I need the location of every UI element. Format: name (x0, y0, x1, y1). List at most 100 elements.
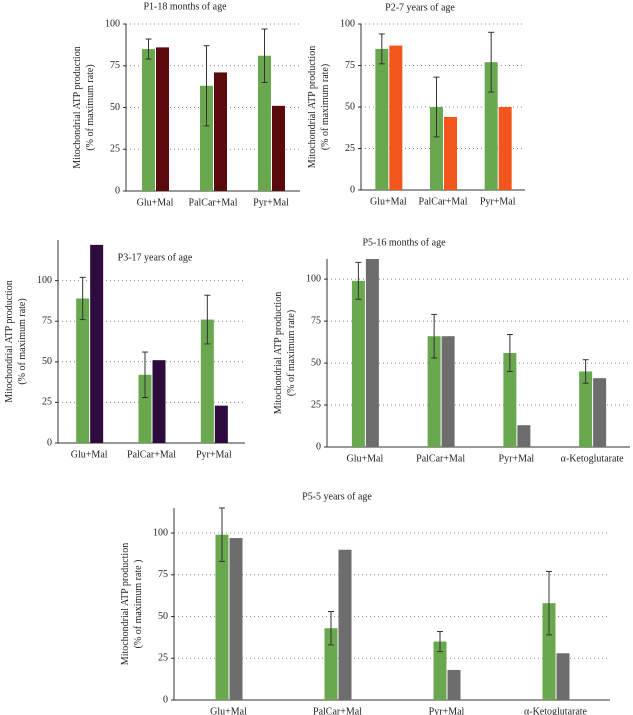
y-tick-label: 100 (153, 527, 168, 538)
y-axis-label-line: (% of maximum rate) (85, 64, 96, 150)
bar (214, 405, 228, 443)
y-axis-label: Mitochondrial ATP production (% of maximu… (307, 46, 331, 168)
bar (200, 319, 214, 443)
y-axis-label-line: Mitochondrial ATP production (120, 543, 131, 665)
x-tick-label: PalCar+Mal (419, 196, 468, 207)
error-bar (506, 334, 513, 372)
y-axis-label: Mitochondrial ATP production (% of maximu… (4, 280, 28, 402)
error-bar (431, 313, 438, 359)
y-tick-label: 100 (306, 273, 321, 284)
bar (430, 107, 443, 190)
y-tick-label: 50 (345, 101, 355, 112)
y-axis-label: Mitochondrial ATP production (% of maximu… (273, 292, 297, 414)
x-tick-label: Pyr+Mal (499, 453, 535, 464)
bar (272, 105, 285, 191)
bar (76, 298, 90, 443)
x-tick-label: Glu+Mal (347, 453, 384, 464)
bar (503, 353, 517, 447)
bar (579, 371, 593, 447)
x-tick-label: PalCar+Mal (313, 706, 362, 715)
x-tick-label: α-Ketoglutarate (561, 453, 625, 464)
bar (324, 628, 338, 700)
x-tick-label: Pyr+Mal (196, 449, 232, 460)
error-bar (261, 28, 268, 83)
bar (389, 45, 403, 190)
bar (517, 425, 531, 447)
error-bar (145, 38, 152, 60)
bar (229, 538, 243, 700)
bar (365, 259, 379, 447)
bar (375, 48, 389, 191)
y-axis-label-line: Mitochondrial ATP production (4, 280, 15, 402)
bar (90, 244, 104, 443)
bar (498, 107, 512, 190)
error-bar (433, 76, 440, 138)
x-tick-label: Glu+Mal (137, 197, 174, 208)
error-bar (355, 261, 362, 300)
y-axis-label-line: Mitochondrial ATP production (72, 46, 83, 168)
bar (138, 374, 152, 443)
bar (556, 653, 570, 700)
chart-title: P2-7 years of age (385, 2, 455, 13)
bar (447, 669, 461, 700)
error-bar (437, 631, 443, 653)
error-bar (203, 45, 210, 127)
y-tick-label: 75 (158, 569, 168, 580)
bar (441, 336, 455, 447)
y-tick-label: 0 (350, 184, 355, 195)
bar (215, 534, 229, 700)
y-tick-label: 0 (163, 694, 168, 705)
chart-title: P5-16 months of age (362, 237, 446, 248)
bar (214, 72, 227, 191)
x-tick-label: PalCar+Mal (189, 197, 238, 208)
y-axis-label-line: Mitochondrial ATP production (273, 292, 284, 414)
error-bar (546, 570, 552, 636)
chart-title: P3-17 years of age (118, 252, 193, 263)
y-tick-label: 25 (110, 144, 120, 155)
bar (200, 85, 213, 191)
y-tick-label: 100 (340, 18, 355, 29)
chart-title: P5-5 years of age (302, 491, 372, 502)
bar (484, 62, 498, 190)
y-tick-label: 100 (37, 275, 52, 286)
x-tick-label: PalCar+Mal (416, 453, 465, 464)
chart-title: P1-18 months of age (143, 1, 227, 12)
y-axis-label: Mitochondrial ATP production (% of maximu… (120, 543, 144, 665)
bar (444, 116, 457, 190)
x-tick-label: Pyr+Mal (253, 197, 289, 208)
bar (433, 641, 447, 700)
error-bar (488, 31, 495, 93)
y-tick-label: 25 (311, 399, 321, 410)
y-tick-label: 50 (158, 611, 168, 622)
y-tick-label: 100 (105, 18, 120, 29)
y-tick-label: 0 (47, 437, 52, 448)
bar (427, 336, 441, 447)
x-tick-label: Pyr+Mal (480, 196, 516, 207)
x-tick-label: Glu+Mal (71, 449, 108, 460)
bar (142, 49, 155, 191)
bar (351, 280, 365, 447)
error-bar (204, 294, 211, 345)
y-tick-label: 25 (42, 397, 52, 408)
y-tick-label: 75 (110, 60, 120, 71)
bar (258, 55, 271, 192)
y-tick-label: 25 (345, 143, 355, 154)
error-bar (378, 33, 385, 65)
x-tick-label: Pyr+Mal (429, 706, 465, 715)
x-tick-label: α-Ketoglutarate (524, 706, 588, 715)
y-axis-label-line: (% of maximum rate) (320, 64, 331, 150)
y-tick-label: 50 (311, 357, 321, 368)
bar (593, 378, 607, 447)
x-tick-label: Glu+Mal (210, 706, 247, 715)
y-tick-label: 75 (42, 315, 52, 326)
bar (152, 360, 166, 443)
x-tick-label: PalCar+Mal (127, 449, 176, 460)
error-bar (142, 351, 148, 399)
y-tick-label: 25 (158, 653, 168, 664)
y-tick-label: 0 (115, 185, 120, 196)
y-tick-label: 75 (345, 60, 355, 71)
y-axis-label-line: (% of maximum rate) (286, 310, 297, 396)
bar (542, 603, 556, 700)
error-bar (582, 359, 589, 384)
